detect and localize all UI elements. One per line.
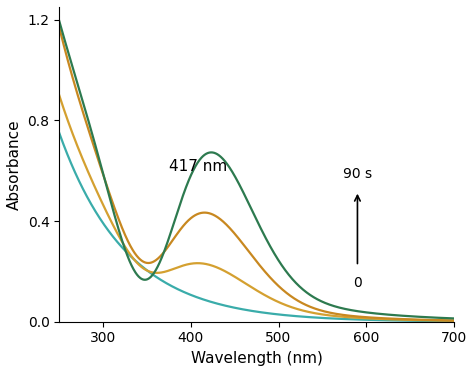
Y-axis label: Absorbance: Absorbance [7, 119, 22, 210]
X-axis label: Wavelength (nm): Wavelength (nm) [191, 351, 322, 366]
Text: 0: 0 [353, 276, 362, 291]
Text: 417 nm: 417 nm [169, 159, 227, 174]
Text: 90 s: 90 s [343, 167, 372, 181]
